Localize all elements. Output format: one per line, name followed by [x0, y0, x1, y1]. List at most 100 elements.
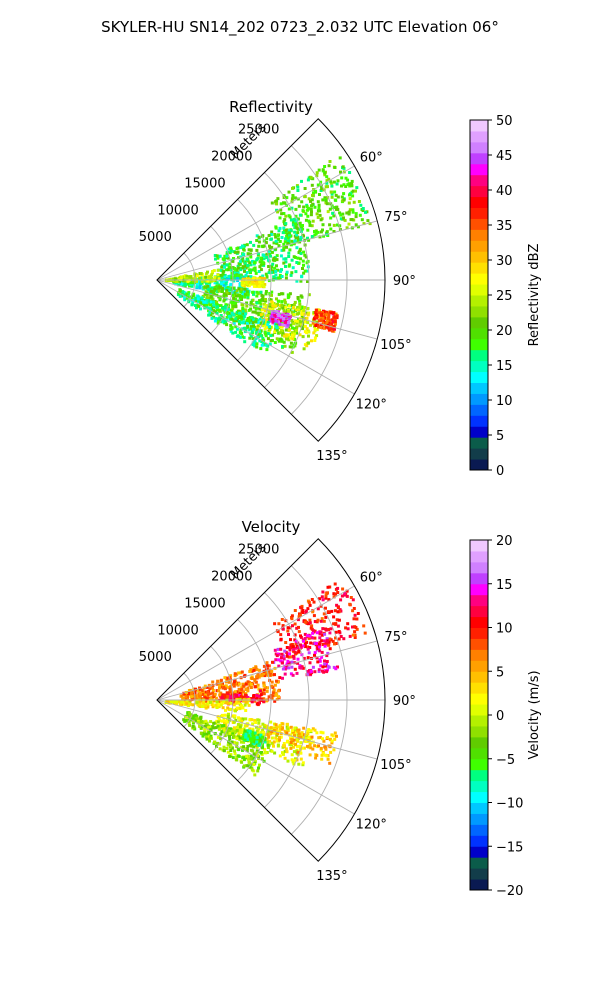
colorbar-segment [470, 174, 488, 187]
azimuth-gridline [156, 165, 355, 281]
colorbar-segment [470, 415, 488, 427]
colorbar-segment [470, 605, 488, 618]
colorbar-tick-label: 50 [496, 114, 513, 129]
colorbar-segment [470, 715, 488, 727]
colorbar-segment [470, 846, 488, 858]
colorbar-segment [470, 404, 488, 416]
panel-title: Velocity [242, 518, 301, 536]
range-tick-label: 20000 [211, 570, 252, 585]
colorbar-tick-label: 30 [496, 254, 513, 269]
echo-region [182, 711, 271, 777]
azimuth-tick-label: 90° [393, 694, 416, 709]
colorbar-segment [470, 583, 488, 596]
echo-region [240, 276, 267, 289]
reflectivity-panel: Reflectivity60°75°90°105°120°135°5000100… [139, 98, 542, 479]
colorbar-segment [470, 616, 488, 628]
colorbar-segment [470, 824, 488, 836]
colorbar-segment [470, 879, 488, 891]
panel-title: Reflectivity [229, 98, 313, 116]
polar-grid [156, 145, 385, 442]
colorbar-segment [470, 780, 488, 793]
colorbar-segment [470, 251, 488, 263]
azimuth-gridline [156, 220, 378, 281]
azimuth-gridline [156, 585, 355, 701]
azimuth-gridline [156, 640, 378, 701]
range-tick-label: 10000 [157, 203, 198, 218]
colorbar-segment [470, 638, 488, 650]
azimuth-tick-label: 60° [360, 570, 383, 585]
colorbar-tick-label: 40 [496, 184, 513, 199]
colorbar-segment [470, 349, 488, 362]
colorbar-segment [470, 572, 488, 585]
echo-region [311, 308, 339, 333]
colorbar-segment [470, 163, 488, 176]
colorbar-tick-label: 0 [496, 464, 504, 479]
azimuth-tick-label: 105° [380, 338, 411, 353]
colorbar-tick-label: −20 [496, 884, 523, 899]
echo-field [164, 582, 367, 777]
echo-field [164, 156, 372, 354]
colorbar-tick-label: 5 [496, 665, 504, 680]
azimuth-tick-label: 105° [380, 758, 411, 773]
colorbar-tick-label: 0 [496, 709, 504, 724]
colorbar-segment [470, 704, 488, 716]
colorbar-segment [470, 284, 488, 296]
colorbar-segment [470, 857, 488, 869]
colorbar-segment [470, 426, 488, 438]
echo-region [176, 288, 279, 352]
colorbar-segment [470, 120, 488, 132]
colorbar-segment [470, 295, 488, 307]
azimuth-gridline [156, 699, 355, 815]
range-tick-label: 5000 [139, 230, 172, 245]
colorbar-segment [470, 802, 488, 814]
colorbar-segment [470, 196, 488, 208]
colorbar-segment [470, 813, 488, 825]
colorbar-tick-label: 20 [496, 534, 513, 549]
azimuth-tick-label: 120° [356, 398, 387, 413]
colorbar-segment [470, 305, 488, 318]
azimuth-tick-label: 135° [316, 869, 347, 884]
colorbar-segment [470, 758, 488, 771]
colorbar-segment [470, 262, 488, 274]
colorbar-segment [470, 360, 488, 373]
figure-suptitle: SKYLER-HU SN14_202 0723_2.032 UTC Elevat… [101, 18, 499, 37]
colorbar: −20 −15 −10 −5 0 5 10 15 20 Velocity (m/s) [469, 534, 542, 899]
colorbar-segment [470, 448, 488, 460]
azimuth-gridline [156, 279, 355, 395]
colorbar-segment [470, 393, 488, 405]
sector-frame [156, 538, 386, 862]
colorbar-segment [470, 240, 488, 252]
colorbar-segment [470, 327, 488, 340]
colorbar-segment [470, 273, 488, 285]
azimuth-tick-label: 75° [384, 210, 407, 225]
colorbar-segment [470, 207, 488, 219]
colorbar-tick-label: −5 [496, 753, 515, 768]
azimuth-tick-label: 120° [356, 818, 387, 833]
colorbar-tick-label: 45 [496, 149, 513, 164]
azimuth-gridline [156, 279, 378, 340]
colorbar-segment [470, 218, 488, 230]
colorbar-tick-label: 25 [496, 289, 513, 304]
colorbar-segment [470, 371, 488, 383]
azimuth-tick-label: 75° [384, 630, 407, 645]
colorbar-segment [470, 316, 488, 329]
colorbar-segment [470, 693, 488, 705]
colorbar-tick-label: 35 [496, 219, 513, 234]
colorbar-segment [470, 671, 488, 683]
echo-region [241, 729, 267, 749]
echo-region [272, 627, 339, 680]
colorbar-tick-label: 15 [496, 359, 513, 374]
echo-region [270, 156, 372, 247]
range-tick-label: 10000 [157, 623, 198, 638]
colorbar-segment [470, 185, 488, 198]
colorbar-segment [470, 649, 488, 661]
colorbar-segment [470, 152, 488, 165]
range-tick-label: 25000 [238, 543, 279, 558]
velocity-panel: Velocity 60° 75° 90° 105° 120° 135° 5000 10000 15… [139, 518, 542, 899]
colorbar-segment [470, 725, 488, 738]
range-tick-label: 5000 [139, 650, 172, 665]
colorbar-segment [470, 561, 488, 574]
colorbar-segment [470, 130, 488, 143]
